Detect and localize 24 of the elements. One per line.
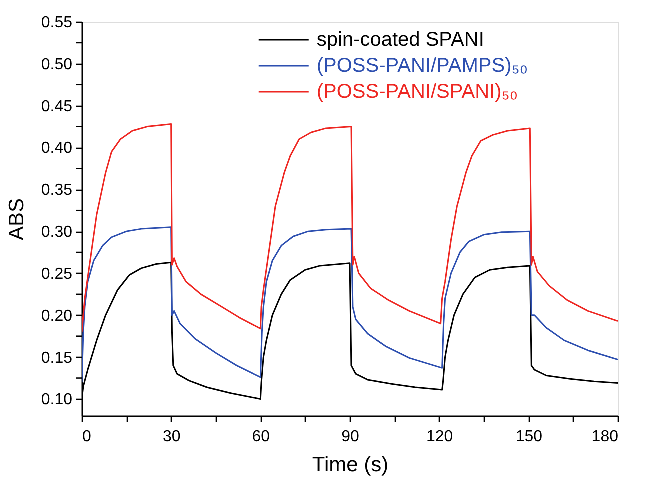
- x-tick-label: 180: [592, 428, 619, 446]
- legend-label: (POSS-PANI/PAMPS)₅₀: [316, 55, 528, 77]
- x-tick-label: 120: [426, 428, 454, 446]
- y-tick-label: 0.30: [41, 224, 73, 242]
- x-tick-label: 150: [516, 428, 543, 446]
- y-tick-label: 0.50: [41, 56, 73, 74]
- x-tick-label: 30: [162, 428, 181, 446]
- legend-label: spin-coated SPANI: [316, 29, 484, 51]
- y-tick-label: 0.45: [41, 98, 73, 116]
- x-tick-label: 0: [82, 428, 92, 446]
- y-tick-label: 0.20: [41, 308, 73, 325]
- y-tick-label: 0.35: [41, 182, 73, 200]
- x-tick-label: 90: [342, 428, 360, 446]
- line-series: [82, 226, 618, 384]
- line-series: [82, 124, 618, 333]
- y-tick-label: 0.40: [41, 140, 73, 158]
- y-tick-label: 0.15: [41, 350, 73, 367]
- x-tick-label: 60: [252, 428, 270, 446]
- y-tick-label: 0.10: [41, 392, 73, 409]
- y-axis-title: ABS: [5, 198, 28, 241]
- y-tick-label: 0.25: [41, 266, 73, 283]
- x-axis-title: Time (s): [312, 454, 389, 476]
- legend-label: (POSS-PANI/SPANI)₅₀: [316, 81, 518, 103]
- y-tick-label: 0.55: [41, 14, 73, 32]
